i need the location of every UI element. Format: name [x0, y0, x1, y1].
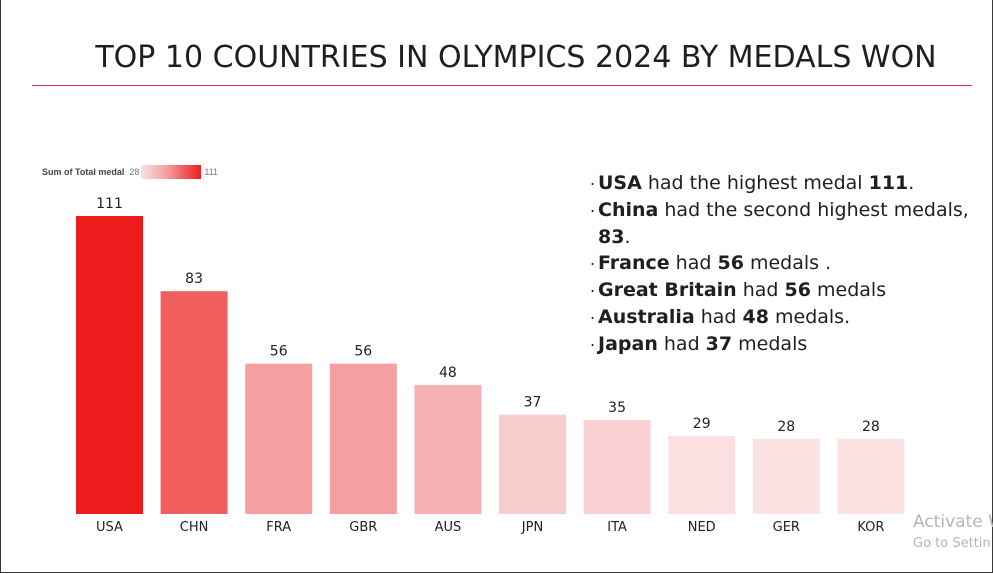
- insight-item: Great Britain had 56 medals: [590, 274, 970, 304]
- bar-ger[interactable]: [752, 438, 820, 514]
- activation-watermark: Activate W Go to Settin: [913, 512, 993, 551]
- legend-max-value: 111: [204, 167, 219, 177]
- x-tick-label-jpn: JPN: [521, 520, 543, 535]
- x-tick-label-ger: GER: [773, 520, 800, 535]
- bar-fra[interactable]: [245, 363, 313, 514]
- bar-usa[interactable]: [76, 216, 143, 514]
- watermark-line-1: Activate W: [913, 512, 993, 532]
- data-label-ger: 28: [777, 419, 795, 435]
- x-tick-label-aus: AUS: [435, 520, 462, 535]
- title-underline: [32, 85, 972, 86]
- x-tick-label-ned: NED: [688, 520, 716, 535]
- bar-ita[interactable]: [583, 420, 651, 514]
- data-label-chn: 83: [185, 271, 203, 287]
- bar-aus[interactable]: [414, 385, 482, 514]
- data-label-ita: 35: [608, 400, 626, 416]
- data-label-kor: 28: [862, 419, 880, 435]
- data-label-aus: 48: [439, 365, 457, 381]
- insight-item: USA had the highest medal 111.: [590, 167, 970, 197]
- bar-chn[interactable]: [160, 291, 228, 514]
- insight-item: China had the second highest medals, 83.: [590, 194, 970, 251]
- bar-jpn[interactable]: [499, 414, 566, 514]
- bar-gbr[interactable]: [329, 363, 397, 514]
- data-label-usa: 111: [96, 196, 123, 212]
- insight-item: Australia had 48 medals.: [590, 301, 970, 331]
- legend-label: Sum of Total medal: [42, 167, 125, 177]
- x-tick-label-kor: KOR: [857, 520, 884, 535]
- bar-ned[interactable]: [668, 436, 736, 514]
- watermark-line-2: Go to Settin: [913, 536, 991, 551]
- insight-item: France had 56 medals .: [590, 247, 970, 277]
- data-label-gbr: 56: [354, 344, 372, 360]
- x-tick-label-usa: USA: [96, 520, 123, 535]
- legend-min-value: 28: [129, 167, 140, 177]
- data-label-ned: 29: [693, 416, 711, 432]
- x-tick-label-chn: CHN: [180, 520, 209, 535]
- legend-gradient-bar: [141, 165, 202, 179]
- x-tick-label-fra: FRA: [266, 520, 291, 535]
- chart-title: TOP 10 COUNTRIES IN OLYMPICS 2024 BY MED…: [95, 40, 937, 75]
- color-legend: Sum of Total medal 28 111: [42, 164, 218, 180]
- x-tick-label-ita: ITA: [607, 520, 627, 535]
- data-label-jpn: 37: [524, 395, 542, 411]
- insights-list: USA had the highest medal 111. China had…: [590, 167, 970, 358]
- bar-kor[interactable]: [837, 438, 905, 514]
- data-label-fra: 56: [270, 344, 288, 360]
- insight-item: Japan had 37 medals: [590, 328, 970, 358]
- x-tick-label-gbr: GBR: [349, 520, 377, 535]
